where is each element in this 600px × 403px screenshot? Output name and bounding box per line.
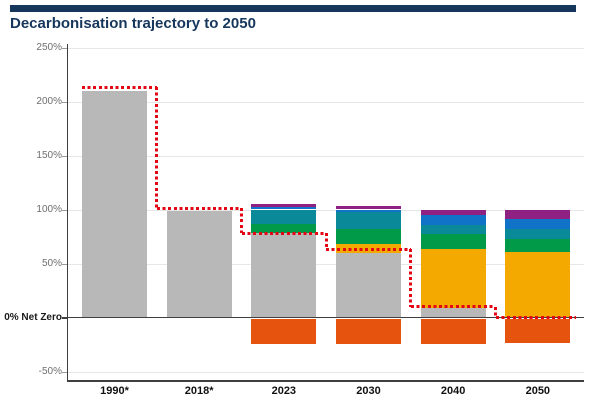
bar-segment-teal [251,209,317,224]
x-axis-label: 1990* [100,385,129,397]
y-axis-tick [62,47,67,49]
x-axis-label: 2040 [440,385,466,397]
bar-segment-teal [420,224,486,235]
net-zero-line [66,316,584,319]
bar-segment-orange-negative [336,318,401,345]
bar-segment-orange-negative [420,318,486,345]
gridline [66,101,584,103]
bar-segment-purple [336,206,401,210]
y-axis-label: 50% [41,257,62,269]
trajectory-segment [241,231,327,235]
x-axis-label: 2030 [356,385,381,397]
trajectory-segment [326,247,411,251]
y-axis-tick [62,101,67,103]
bar-segment-green [420,234,486,250]
bar-segment-blue [420,214,486,225]
trajectory-connector [494,306,497,318]
y-axis-label: 0% Net Zero [4,311,62,323]
bar-segment-green [336,228,401,245]
y-axis-label: 100% [36,203,62,215]
bar-segment-blue [505,219,571,229]
y-axis-label: 250% [36,41,62,53]
bar-segment-purple [251,204,317,208]
bar-segment-green [251,223,317,234]
chart-title: Decarbonisation trajectory to 2050 [10,15,256,32]
gridline [66,263,584,265]
bar-segment-purple [505,209,571,220]
trajectory-segment [82,85,157,89]
y-axis-line [66,44,68,381]
trajectory-connector [409,249,413,307]
bar-segment-purple [420,209,486,215]
gridline [66,155,584,157]
y-axis-label: -50% [38,365,62,377]
y-axis-tick [62,155,67,157]
bar-segment-green [505,238,571,252]
bar-segment-gray [420,307,486,318]
x-axis-label: 2018* [184,385,214,397]
trajectory-segment [410,305,496,309]
x-axis-label: 2023 [271,385,297,397]
gridline [66,47,584,49]
gridline [66,209,584,211]
header-rule [10,5,576,12]
bar-segment-teal [336,211,401,229]
y-axis-label: 150% [36,149,62,161]
bar-segment-gray [336,252,401,318]
y-axis-tick [62,316,67,319]
bar-segment-amber [420,249,486,308]
bar-segment-teal [505,228,571,239]
y-axis-tick [62,263,67,265]
bar-segment-gray [82,90,147,318]
trajectory-connector [155,87,159,209]
trajectory-connector [324,233,328,250]
trajectory-segment [156,206,242,210]
bar-segment-gray [251,233,317,318]
y-axis-tick [62,209,67,211]
bar-segment-blue [251,207,317,210]
x-axis-line [66,380,584,382]
gridline [66,371,584,373]
y-axis-tick [62,371,67,373]
bar-segment-gray [166,210,232,318]
bar-segment-orange-negative [251,318,317,345]
trajectory-segment [495,316,577,319]
trajectory-connector [240,208,243,234]
x-axis-label: 2050 [525,385,551,397]
y-axis-label: 200% [36,95,62,107]
bar-segment-amber [505,251,571,318]
bar-segment-blue [336,209,401,212]
bar-segment-orange-negative [505,318,571,344]
